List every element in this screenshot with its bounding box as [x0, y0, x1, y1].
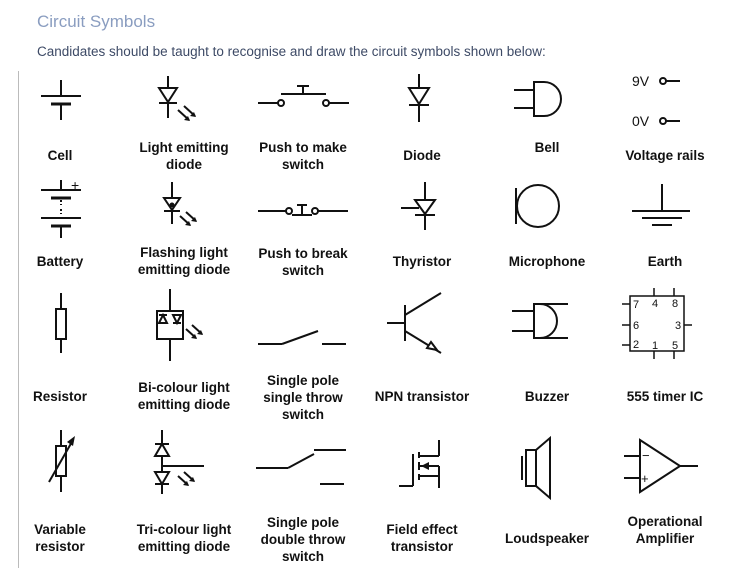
symbol-cell: 7 4 8 6 3 2 1 5 555 timer IC [610, 287, 720, 409]
op-amp-minus-text: − [642, 448, 650, 463]
symbol-label: Single pole double throw switch [260, 515, 346, 564]
microphone-icon [492, 178, 602, 242]
symbol-cell: Thyristor [367, 178, 477, 288]
op-amp-icon: − + [610, 426, 720, 496]
page-title: Circuit Symbols [37, 12, 156, 31]
cell-icon [5, 72, 115, 132]
light-emitting-diode-icon [128, 72, 196, 121]
battery-icon: + [5, 177, 115, 242]
pin-5-label: 5 [672, 340, 678, 352]
symbol-cell: Light emitting diode [128, 72, 240, 180]
symbol-cell: Field effect transistor [367, 426, 477, 558]
symbol-cell: Flashing light emitting diode [128, 178, 240, 288]
symbol-cell: Variable resistor [5, 426, 115, 558]
symbol-cell: 9V 0V Voltage rails [610, 68, 720, 180]
symbol-label: Single pole single throw switch [263, 373, 343, 422]
symbol-label: Push to make switch [259, 140, 347, 172]
symbol-cell: Bell [492, 72, 602, 180]
symbol-label: Light emitting diode [139, 140, 229, 172]
symbol-label: Cell [47, 148, 73, 163]
symbol-label: 555 timer IC [626, 389, 704, 404]
diode-icon [367, 72, 477, 132]
variable-resistor-icon [5, 426, 75, 496]
symbol-label: Earth [647, 254, 683, 269]
left-rule [18, 71, 19, 568]
symbol-label: Resistor [32, 389, 88, 404]
tri-colour-led-icon [128, 426, 240, 498]
push-to-break-switch-icon [248, 178, 358, 240]
pin-6-label: 6 [633, 320, 639, 332]
pin-1-label: 1 [652, 340, 658, 352]
symbol-cell: Buzzer [492, 287, 602, 409]
symbol-label: Battery [36, 254, 84, 269]
symbol-label: Field effect transistor [386, 522, 458, 554]
pin-7-label: 7 [633, 299, 639, 311]
spst-switch-icon [248, 287, 358, 357]
symbol-cell: − + Operational Amplifier [610, 426, 720, 558]
symbol-cell: NPN transistor [367, 287, 477, 409]
symbol-label: Thyristor [392, 254, 452, 269]
symbol-label: Push to break switch [258, 246, 348, 278]
symbol-cell: Single pole double throw switch [248, 426, 358, 564]
timer-555-ic-icon: 7 4 8 6 3 2 1 5 [610, 287, 720, 363]
flashing-led-icon [128, 178, 197, 226]
symbol-cell: Diode [367, 72, 477, 180]
push-to-make-switch-icon [248, 72, 358, 132]
symbol-label: Variable resistor [34, 522, 86, 554]
symbol-cell: Cell [5, 72, 115, 180]
symbol-label: Tri-colour light emitting diode [136, 522, 232, 554]
npn-transistor-icon [367, 287, 477, 357]
symbol-label: Voltage rails [625, 148, 705, 163]
symbol-cell: Single pole single throw switch [248, 287, 358, 422]
symbol-label: Loudspeaker [504, 531, 590, 546]
voltage-rails-icon: 9V 0V [632, 73, 720, 129]
pin-4-label: 4 [652, 298, 658, 310]
loudspeaker-icon [492, 426, 602, 496]
voltage-0v-text: 0V [632, 113, 650, 129]
symbol-cell: Push to break switch [248, 178, 358, 288]
pin-2-label: 2 [633, 339, 639, 351]
thyristor-icon [367, 178, 477, 242]
pin-8-label: 8 [672, 298, 678, 310]
symbol-cell: Tri-colour light emitting diode [128, 426, 240, 558]
earth-icon [610, 178, 720, 242]
battery-plus-text: + [71, 177, 79, 193]
symbol-cell: Microphone [492, 178, 602, 288]
symbol-label: Microphone [508, 254, 586, 269]
op-amp-plus-text: + [641, 471, 649, 486]
symbol-label: Bi-colour light emitting diode [137, 380, 231, 412]
symbol-label: Operational Amplifier [627, 514, 703, 546]
bell-icon [492, 72, 602, 132]
voltage-9v-text: 9V [632, 73, 650, 89]
symbol-label: Diode [403, 148, 441, 163]
spdt-switch-icon [248, 426, 358, 496]
symbol-label: NPN transistor [374, 389, 470, 404]
symbol-cell: Loudspeaker [492, 426, 602, 558]
symbol-label: Flashing light emitting diode [137, 245, 231, 277]
resistor-icon [5, 287, 115, 357]
symbol-cell: Resistor [5, 287, 115, 409]
fet-icon [367, 426, 477, 496]
bi-colour-led-icon [128, 287, 203, 363]
pin-3-label: 3 [675, 320, 681, 332]
page-subtitle: Candidates should be taught to recognise… [37, 44, 546, 59]
symbol-cell: Earth [610, 178, 720, 288]
symbol-cell: Push to make switch [248, 72, 358, 180]
buzzer-icon [492, 287, 602, 357]
symbol-label: Buzzer [524, 389, 570, 404]
symbol-cell: Bi-colour light emitting diode [128, 287, 240, 412]
symbol-label: Bell [534, 140, 560, 155]
symbol-cell: + Battery [5, 177, 115, 288]
